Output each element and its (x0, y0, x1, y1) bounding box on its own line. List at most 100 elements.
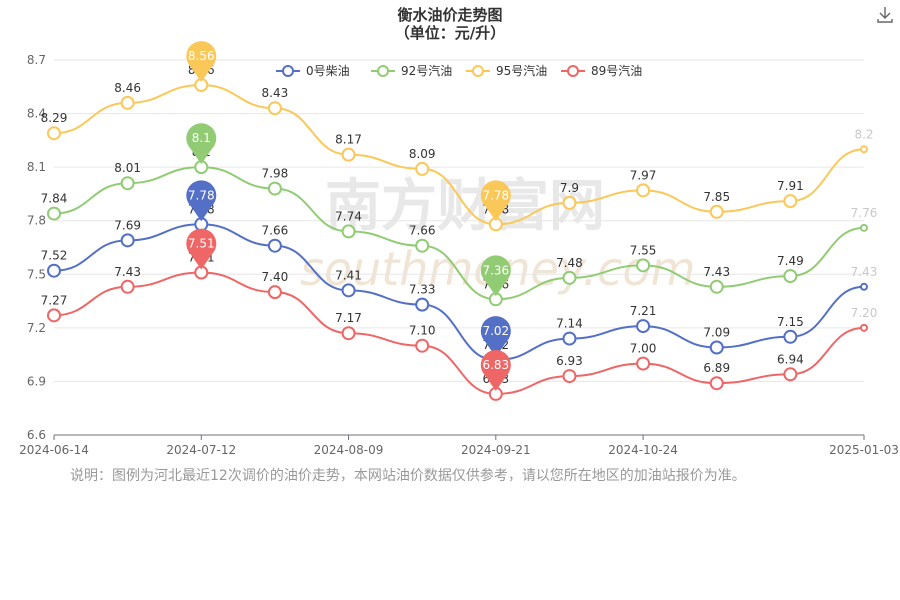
data-point[interactable] (636, 319, 651, 334)
min-pin: 7.78 (480, 180, 511, 222)
data-label: 8.09 (409, 147, 436, 161)
legend-item-3[interactable]: 95号汽油 (466, 63, 547, 78)
data-point[interactable] (341, 326, 356, 341)
data-point[interactable] (47, 263, 61, 278)
series-2: 7.848.018.17.987.747.667.367.487.557.437… (41, 145, 878, 307)
data-point[interactable] (562, 270, 577, 285)
chart-title-line1: 衡水油价走势图 (397, 6, 502, 24)
data-point[interactable] (783, 367, 798, 382)
min-pin: 7.02 (480, 316, 511, 357)
legend-item-2[interactable]: 92号汽油 (371, 63, 452, 78)
data-point[interactable] (341, 283, 356, 298)
max-pin: 7.51 (186, 228, 217, 270)
data-point[interactable] (709, 204, 724, 219)
pin-shape (480, 255, 511, 297)
legend[interactable]: 0号柴油 92号汽油 95号汽油 89号汽油 (276, 63, 642, 78)
y-tick-label: 7.2 (27, 321, 46, 335)
pins-layer: 7.78 7.02 8.1 7.36 8.56 7.78 7.51 6.83 (186, 41, 511, 391)
y-tick-label: 8.7 (27, 53, 46, 67)
data-label: 7.69 (114, 218, 141, 232)
data-point[interactable] (267, 238, 282, 253)
max-pin: 8.56 (186, 41, 217, 82)
data-point[interactable] (47, 126, 61, 141)
data-label: 7.76 (851, 206, 878, 220)
data-point[interactable] (120, 233, 135, 248)
data-point[interactable] (860, 223, 868, 232)
data-label: 7.41 (335, 268, 362, 282)
data-label: 7.52 (41, 249, 68, 263)
legend-marker (472, 65, 484, 77)
data-point[interactable] (47, 206, 61, 221)
data-point[interactable] (120, 95, 135, 110)
data-point[interactable] (562, 331, 577, 346)
data-point[interactable] (562, 369, 577, 384)
data-label: 7.17 (335, 311, 362, 325)
data-point[interactable] (860, 282, 868, 291)
data-point[interactable] (636, 356, 651, 371)
min-pin: 7.36 (480, 255, 511, 297)
data-point[interactable] (267, 101, 282, 116)
x-tick-label: 2024-07-12 (166, 443, 236, 457)
pin-shape (480, 350, 511, 391)
data-label: 7.43 (851, 265, 878, 279)
pin-label: 7.51 (188, 237, 215, 251)
pin-label: 6.83 (482, 358, 509, 372)
legend-item-1[interactable]: 0号柴油 (276, 64, 350, 78)
data-point[interactable] (562, 195, 577, 210)
data-point[interactable] (636, 258, 651, 273)
legend-label: 0号柴油 (306, 64, 350, 78)
chart-title-line2: （单位：元/升） (395, 24, 505, 42)
pin-label: 7.78 (482, 188, 509, 202)
data-point[interactable] (415, 238, 430, 253)
data-label: 6.94 (777, 352, 804, 366)
data-point[interactable] (120, 279, 135, 294)
pin-shape (186, 123, 217, 165)
data-point[interactable] (415, 338, 430, 353)
data-point[interactable] (709, 376, 724, 391)
data-point[interactable] (860, 145, 868, 154)
data-point[interactable] (860, 323, 868, 332)
chart-note: 说明：图例为河北最近12次调价的油价走势，本网站油价数据仅供参考，请以您所在地区… (70, 468, 746, 484)
data-point[interactable] (415, 297, 430, 312)
data-point[interactable] (415, 161, 430, 176)
y-tick-label: 6.6 (27, 428, 46, 442)
data-point[interactable] (709, 340, 724, 355)
data-point[interactable] (783, 329, 798, 344)
data-label: 7.84 (41, 192, 68, 206)
legend-item-4[interactable]: 89号汽油 (561, 63, 642, 78)
data-point[interactable] (47, 308, 61, 323)
data-label: 7.21 (630, 304, 657, 318)
data-label: 7.09 (703, 326, 730, 340)
series-line (53, 271, 865, 395)
data-label: 7.10 (409, 324, 436, 338)
data-point[interactable] (267, 181, 282, 196)
x-tick-label: 2024-08-09 (314, 443, 384, 457)
data-label: 7.43 (703, 265, 730, 279)
download-icon[interactable] (874, 4, 896, 26)
series-line (53, 166, 865, 301)
data-point[interactable] (783, 194, 798, 209)
series-line (53, 223, 865, 362)
legend-marker (282, 65, 294, 77)
x-axis: 2024-06-14 2024-07-12 2024-08-09 2024-09-21… (19, 435, 899, 457)
data-point[interactable] (341, 147, 356, 162)
max-pin: 8.1 (186, 123, 217, 165)
y-tick-label: 8.4 (27, 107, 46, 121)
series-layer: 7.52 7.69 7.78 7.66 7.41 7.33 7.02 7.14 7.21 7.09… (41, 63, 878, 401)
data-point[interactable] (341, 224, 356, 239)
data-label: 7.27 (41, 293, 68, 307)
y-tick-label: 7.5 (27, 267, 46, 281)
data-point[interactable] (783, 269, 798, 284)
pin-shape (480, 316, 511, 357)
pin-shape (480, 180, 511, 222)
data-point[interactable] (709, 279, 724, 294)
max-pin: 7.78 (186, 180, 217, 222)
data-label: 7.14 (556, 317, 583, 331)
series-line (53, 83, 865, 226)
data-point[interactable] (120, 176, 135, 191)
data-point[interactable] (636, 183, 651, 198)
data-point[interactable] (267, 285, 282, 300)
data-label: 7.49 (777, 254, 804, 268)
pin-label: 8.1 (192, 131, 211, 145)
